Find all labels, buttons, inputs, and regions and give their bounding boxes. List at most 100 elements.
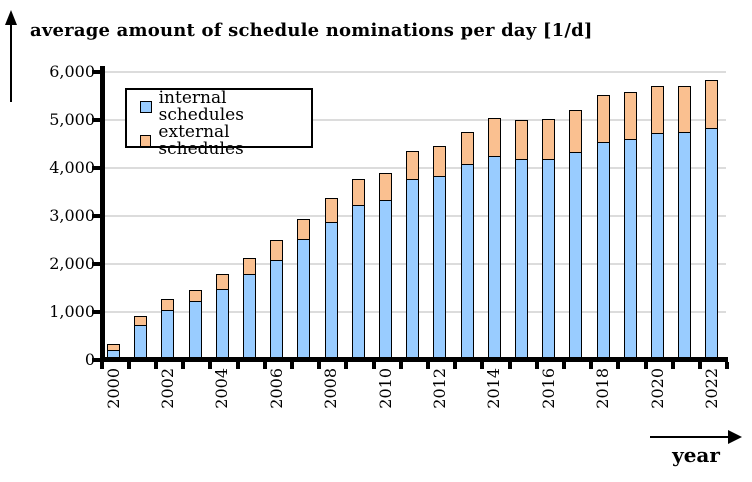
x-tick-label: 2004 <box>212 368 232 409</box>
bar-2019-external <box>623 92 637 139</box>
bar-2010-internal <box>379 200 392 358</box>
y-axis-arrow-icon <box>5 10 17 102</box>
bar-2000-external <box>107 344 120 350</box>
y-tick-label: 4,000 <box>49 158 95 177</box>
x-tick-label: 2010 <box>375 368 395 409</box>
x-tick <box>181 362 186 369</box>
bar-2012 <box>433 146 447 358</box>
bar-2020 <box>651 86 664 358</box>
bar-2005-external <box>243 258 256 274</box>
bar-2018 <box>596 95 610 358</box>
bar-2021-external <box>678 86 692 132</box>
x-axis-title: year <box>672 443 720 467</box>
x-tick-label: 2016 <box>538 368 558 409</box>
bar-2019-internal <box>623 139 637 358</box>
bar-2010 <box>379 173 392 358</box>
x-tick <box>154 362 158 369</box>
bar-2006 <box>270 240 284 358</box>
bar-2000-internal <box>107 350 120 358</box>
bar-2012-internal <box>433 176 447 358</box>
x-tick <box>344 362 349 369</box>
bar-2010-external <box>379 173 392 200</box>
x-tick <box>480 362 485 369</box>
y-tick-label: 1,000 <box>49 302 95 321</box>
internal-schedules-swatch-icon <box>140 101 152 113</box>
legend: internal schedules external schedules <box>125 88 313 158</box>
legend-item-internal: internal schedules <box>140 90 311 124</box>
bar-2006-external <box>270 240 284 260</box>
x-tick <box>99 362 104 369</box>
bar-2005-internal <box>243 274 256 358</box>
bar-2013-internal <box>460 164 474 358</box>
bar-2003 <box>188 290 202 358</box>
x-tick <box>670 362 675 369</box>
bar-2009-external <box>351 179 365 205</box>
y-tick-label: 6,000 <box>49 62 95 81</box>
bar-2021-internal <box>678 132 692 358</box>
bar-2001 <box>134 316 148 358</box>
x-tick <box>589 362 594 369</box>
bar-2013 <box>460 132 474 358</box>
gridline-5000 <box>105 119 726 121</box>
bar-2016 <box>542 119 556 358</box>
bar-2022-external <box>705 80 719 128</box>
x-tick <box>562 362 566 369</box>
x-tick <box>126 362 131 369</box>
x-tick <box>507 362 512 369</box>
bar-2018-internal <box>596 142 610 358</box>
bar-2015-internal <box>515 159 528 358</box>
x-tick <box>262 362 267 369</box>
bar-2015-external <box>515 120 528 159</box>
chart-title: average amount of schedule nominations p… <box>30 20 593 41</box>
bar-2014-external <box>487 118 501 156</box>
x-tick-label: 2022 <box>701 368 721 409</box>
x-axis-arrow-icon <box>650 430 742 444</box>
y-tick-label: 5,000 <box>49 110 95 129</box>
x-tick-label: 2020 <box>647 368 667 409</box>
y-tick-5000 <box>92 118 100 122</box>
bar-2008 <box>324 198 338 358</box>
bar-2005 <box>243 258 256 358</box>
y-tick-label: 3,000 <box>49 206 95 225</box>
bar-2016-internal <box>542 159 556 358</box>
bar-2002-external <box>161 299 175 310</box>
x-tick <box>725 362 730 369</box>
x-tick <box>208 362 213 369</box>
x-axis-line <box>100 357 728 362</box>
bar-2016-external <box>542 119 556 159</box>
y-tick-label: 2,000 <box>49 254 95 273</box>
bar-2007-external <box>297 219 311 239</box>
y-tick-3000 <box>92 214 100 218</box>
x-tick-label: 2014 <box>484 368 504 409</box>
bar-2007-internal <box>297 239 311 358</box>
bar-2002-internal <box>161 310 175 358</box>
x-tick <box>426 362 430 369</box>
bar-2002 <box>161 299 175 358</box>
bar-2019 <box>623 92 637 358</box>
x-tick-label: 2006 <box>266 368 286 409</box>
x-tick <box>290 362 294 369</box>
bar-2022 <box>705 80 719 358</box>
x-tick-label: 2012 <box>429 368 449 409</box>
bar-2020-external <box>651 86 664 133</box>
bar-2009 <box>351 179 365 358</box>
bar-2000 <box>107 344 120 358</box>
y-tick-4000 <box>92 166 100 170</box>
x-tick-label: 2018 <box>593 368 613 409</box>
bar-2004 <box>215 274 229 358</box>
x-tick <box>398 362 403 369</box>
bar-2015 <box>515 120 528 358</box>
y-tick-0 <box>92 358 100 362</box>
bar-2017-internal <box>569 152 583 358</box>
bar-2014 <box>487 118 501 358</box>
legend-label-external: external schedules <box>158 122 244 159</box>
x-tick-label: 2000 <box>103 368 123 409</box>
bar-2004-external <box>215 274 229 289</box>
bar-2020-internal <box>651 133 664 358</box>
y-tick-6000 <box>92 70 100 74</box>
external-schedules-swatch-icon <box>140 135 152 147</box>
bar-2003-internal <box>188 301 202 358</box>
bar-2003-external <box>188 290 202 301</box>
bar-2022-internal <box>705 128 719 358</box>
